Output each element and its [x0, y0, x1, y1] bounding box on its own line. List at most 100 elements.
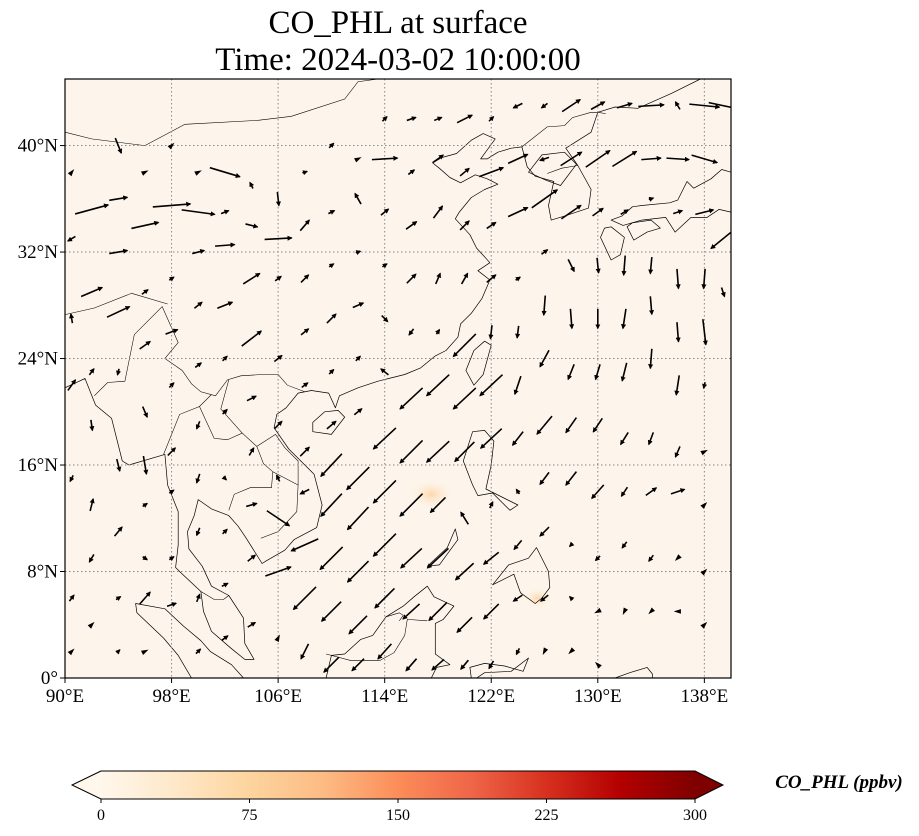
- wind-arrow: [328, 209, 336, 215]
- wind-arrow: [541, 249, 549, 255]
- wind-arrow: [241, 330, 263, 347]
- wind-arrow: [106, 305, 131, 318]
- wind-arrow: [479, 374, 504, 397]
- wind-arrow: [478, 166, 505, 178]
- map-panel[interactable]: [64, 78, 737, 679]
- wind-arrow: [513, 539, 523, 551]
- wind-arrow: [264, 235, 293, 241]
- wind-arrow: [115, 595, 122, 602]
- wind-arrow: [141, 289, 149, 295]
- map-title: CO_PHL at surface: [268, 5, 527, 41]
- wind-arrow: [701, 268, 707, 290]
- wind-arrow: [702, 319, 708, 346]
- wind-arrow: [512, 594, 523, 602]
- wind-arrow: [483, 603, 500, 620]
- wind-arrow: [648, 607, 655, 615]
- coastline: [462, 430, 519, 511]
- wind-arrow: [217, 301, 234, 310]
- wind-arrow: [700, 621, 708, 629]
- wind-arrow: [568, 541, 575, 548]
- wind-arrow: [674, 554, 682, 561]
- wind-arrow: [708, 101, 731, 109]
- wind-arrow: [354, 157, 362, 163]
- wind-arrow: [355, 250, 362, 256]
- wind-arrow: [326, 313, 337, 324]
- map-subtitle-time: Time: 2024-03-02 10:00:00: [215, 42, 580, 78]
- wind-arrow: [567, 364, 575, 381]
- wind-arrow: [246, 395, 257, 402]
- wind-arrow: [648, 348, 654, 370]
- wind-arrow: [346, 560, 370, 583]
- wind-arrow: [513, 375, 522, 396]
- wind-arrow: [512, 102, 523, 109]
- wind-arrow: [710, 231, 731, 250]
- wind-arrow: [432, 154, 445, 164]
- wind-arrow: [69, 474, 75, 483]
- wind-arrow: [353, 408, 363, 416]
- wind-arrow: [408, 328, 415, 336]
- wind-arrow: [302, 170, 308, 176]
- coastlines: [65, 79, 731, 678]
- wind-arrow: [74, 203, 110, 215]
- wind-arrow: [673, 609, 681, 614]
- coastline: [465, 340, 492, 386]
- wind-arrow: [274, 275, 282, 282]
- wind-arrow: [670, 488, 686, 495]
- wind-arrow: [165, 328, 179, 335]
- wind-arrow: [531, 189, 559, 209]
- wind-arrow: [290, 538, 319, 552]
- wind-arrow: [435, 328, 441, 335]
- wind-arrow: [488, 115, 495, 122]
- wind-arrow: [299, 488, 310, 495]
- wind-arrow: [452, 333, 477, 358]
- wind-arrow: [648, 257, 654, 275]
- colorbar-tick-label: 150: [386, 807, 410, 824]
- wind-arrow: [486, 274, 497, 284]
- coastline: [135, 603, 244, 678]
- wind-arrow: [68, 594, 75, 602]
- lat-tick-label: 0°: [41, 668, 58, 689]
- wind-arrow: [621, 308, 627, 330]
- wind-arrow: [115, 649, 121, 655]
- wind-arrow: [666, 156, 690, 162]
- latitude-axis: 0° 8°N 16°N 24°N 32°N 40°N: [18, 136, 65, 689]
- wind-arrow: [168, 556, 175, 562]
- border-line: [260, 471, 299, 539]
- wind-arrow: [702, 381, 708, 390]
- wind-arrow: [167, 142, 175, 150]
- coastline: [325, 585, 455, 678]
- wind-arrow: [568, 647, 576, 655]
- wind-arrow: [346, 506, 370, 531]
- wind-arrow: [166, 602, 178, 608]
- wind-arrow: [221, 582, 229, 588]
- wind-arrow: [209, 166, 241, 178]
- wind-arrow: [560, 151, 583, 167]
- border-line: [547, 165, 578, 174]
- wind-arrow: [460, 272, 469, 285]
- wind-arrow: [536, 415, 553, 435]
- wind-arrow: [326, 420, 337, 430]
- wind-arrow: [648, 196, 655, 202]
- lat-tick-label: 32°N: [18, 242, 59, 263]
- wind-arrow: [194, 170, 202, 176]
- wind-arrow: [638, 102, 665, 108]
- wind-arrow: [221, 475, 228, 481]
- colorbar-extend-min: [72, 771, 101, 799]
- wind-arrow: [195, 648, 202, 655]
- lat-tick-label: 8°N: [27, 562, 58, 583]
- lon-tick-label: 138°E: [681, 686, 729, 707]
- wind-arrow: [482, 551, 500, 565]
- wind-arrow: [399, 439, 424, 464]
- wind-arrow: [80, 286, 104, 298]
- wind-arrow: [222, 355, 228, 362]
- border-line: [220, 379, 243, 434]
- wind-arrow: [565, 471, 578, 486]
- lon-tick-label: 122°E: [467, 686, 515, 707]
- wind-arrow: [620, 486, 629, 497]
- wind-arrow: [540, 102, 549, 109]
- wind-arrow: [567, 258, 575, 273]
- wind-arrow: [247, 621, 257, 628]
- wind-arrow: [700, 568, 708, 576]
- wind-arrow: [691, 154, 719, 164]
- border-line: [256, 434, 299, 485]
